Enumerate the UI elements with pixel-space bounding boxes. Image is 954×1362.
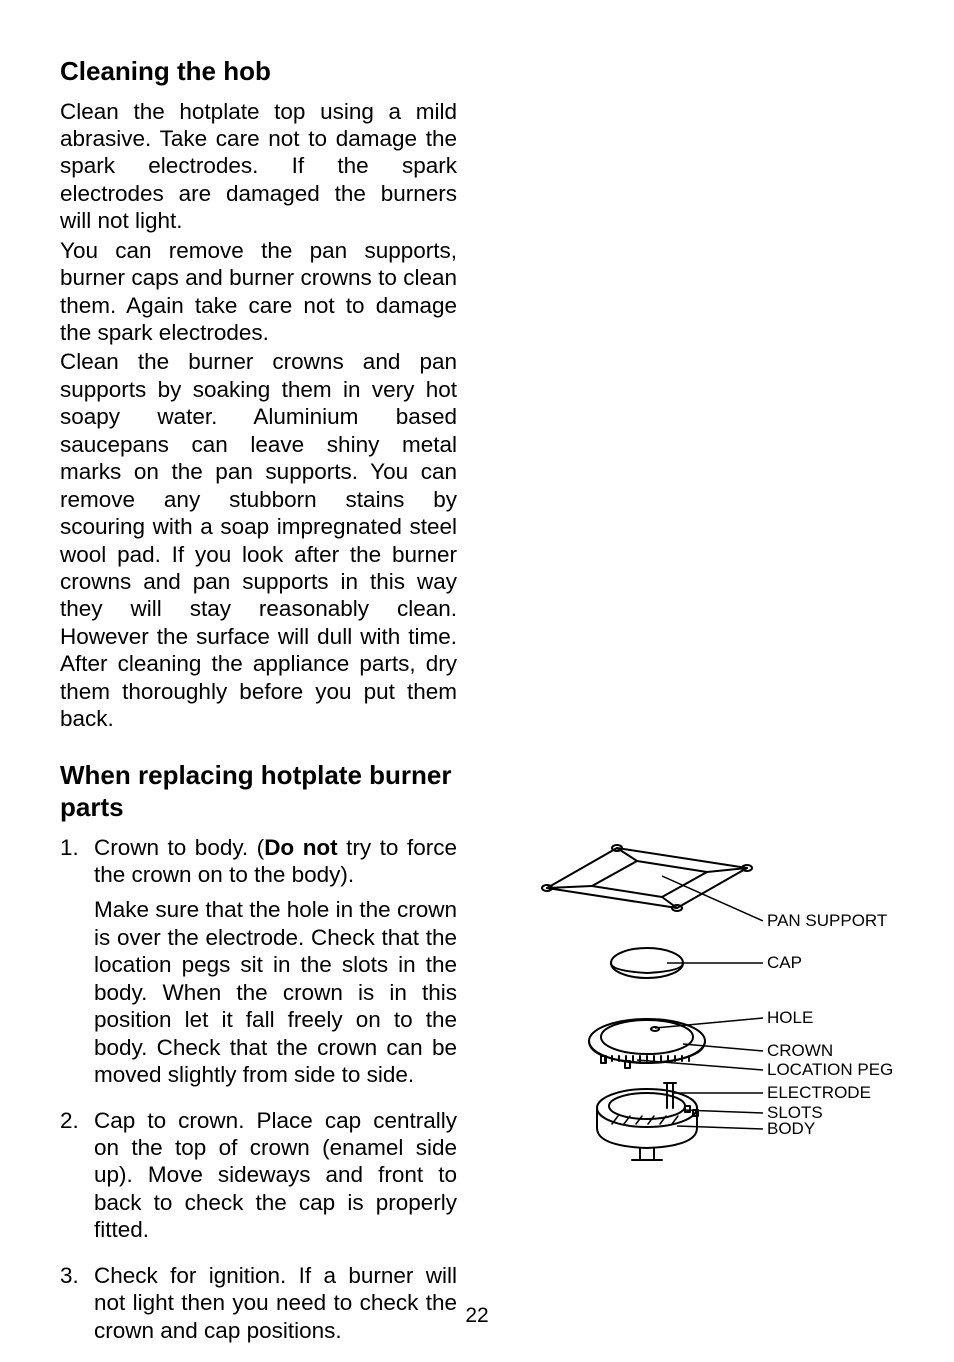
diagram-label: ELECTRODE	[767, 1083, 871, 1102]
para-clean-crowns: Clean the burner crowns and pan supports…	[60, 348, 457, 732]
left-column: Cleaning the hob Clean the hotplate top …	[60, 55, 457, 1362]
diagram-label: HOLE	[767, 1008, 813, 1027]
para-remove-supports: You can remove the pan supports, burner …	[60, 237, 457, 347]
heading-replacing-parts: When replacing hotplate burner parts	[60, 759, 457, 824]
diagram-label: PAN SUPPORT	[767, 911, 887, 930]
diagram-label: CAP	[767, 953, 802, 972]
para-clean-hotplate: Clean the hotplate top using a mild abra…	[60, 98, 457, 235]
step-1-line1: Crown to body. (Do not try to force the …	[94, 834, 457, 889]
step-3: 3. Check for ignition. If a burner will …	[60, 1262, 457, 1344]
step-3-text: Check for ignition. If a burner will not…	[94, 1262, 457, 1344]
step-2: 2. Cap to crown. Place cap centrally on …	[60, 1107, 457, 1244]
diagram-label: LOCATION PEG	[767, 1060, 893, 1079]
step-2-number: 2.	[60, 1107, 94, 1244]
step-3-number: 3.	[60, 1262, 94, 1344]
burner-diagram: PAN SUPPORT CAP HOLE CROWNLOCATION PEG ELECT…	[497, 828, 897, 1178]
diagram-label: CROWN	[767, 1041, 833, 1060]
step-1-number: 1.	[60, 834, 94, 1089]
step-1: 1. Crown to body. (Do not try to force t…	[60, 834, 457, 1089]
step-2-text: Cap to crown. Place cap centrally on the…	[94, 1107, 457, 1244]
heading-cleaning-hob: Cleaning the hob	[60, 55, 457, 88]
step-1-line2: Make sure that the hole in the crown is …	[94, 896, 457, 1088]
steps-list: 1. Crown to body. (Do not try to force t…	[60, 834, 457, 1344]
diagram-label: BODY	[767, 1119, 815, 1138]
right-column: PAN SUPPORT CAP HOLE CROWNLOCATION PEG ELECT…	[497, 55, 894, 1362]
page-number: 22	[0, 1304, 954, 1328]
